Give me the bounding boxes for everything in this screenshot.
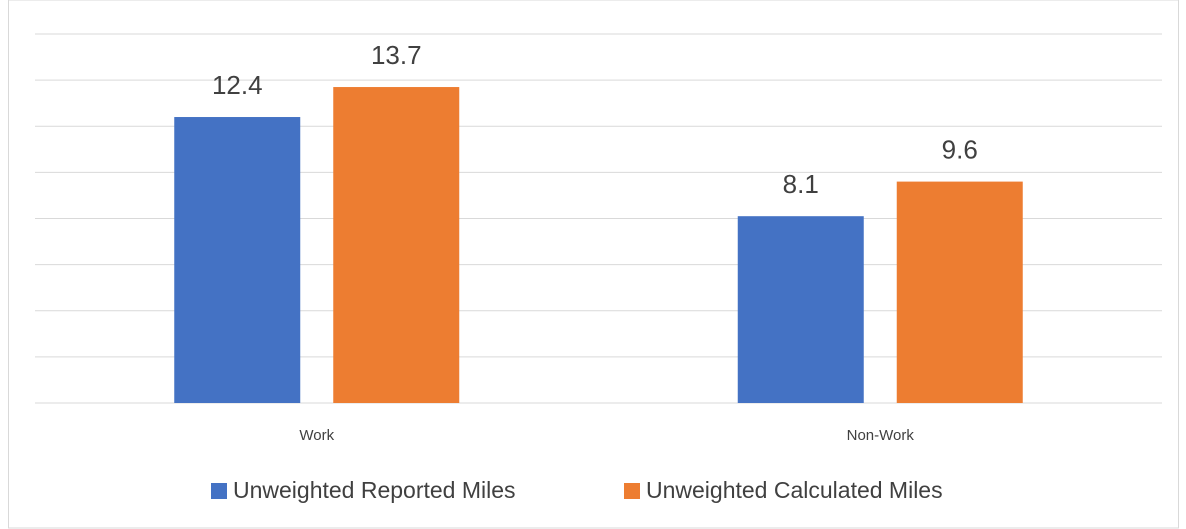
bar	[737, 216, 864, 403]
bar	[333, 87, 460, 403]
data-label: 8.1	[783, 169, 819, 199]
bar	[174, 117, 301, 404]
data-label: 9.6	[942, 134, 978, 164]
data-label: 12.4	[212, 70, 263, 100]
x-tick-label: Non-Work	[847, 427, 915, 444]
data-label: 13.7	[371, 40, 422, 70]
bar	[896, 181, 1023, 403]
legend-swatch	[624, 483, 640, 499]
legend-label: Unweighted Calculated Miles	[646, 477, 943, 503]
x-tick-label: Work	[299, 427, 334, 444]
legend-label: Unweighted Reported Miles	[233, 477, 516, 503]
legend-swatch	[211, 483, 227, 499]
